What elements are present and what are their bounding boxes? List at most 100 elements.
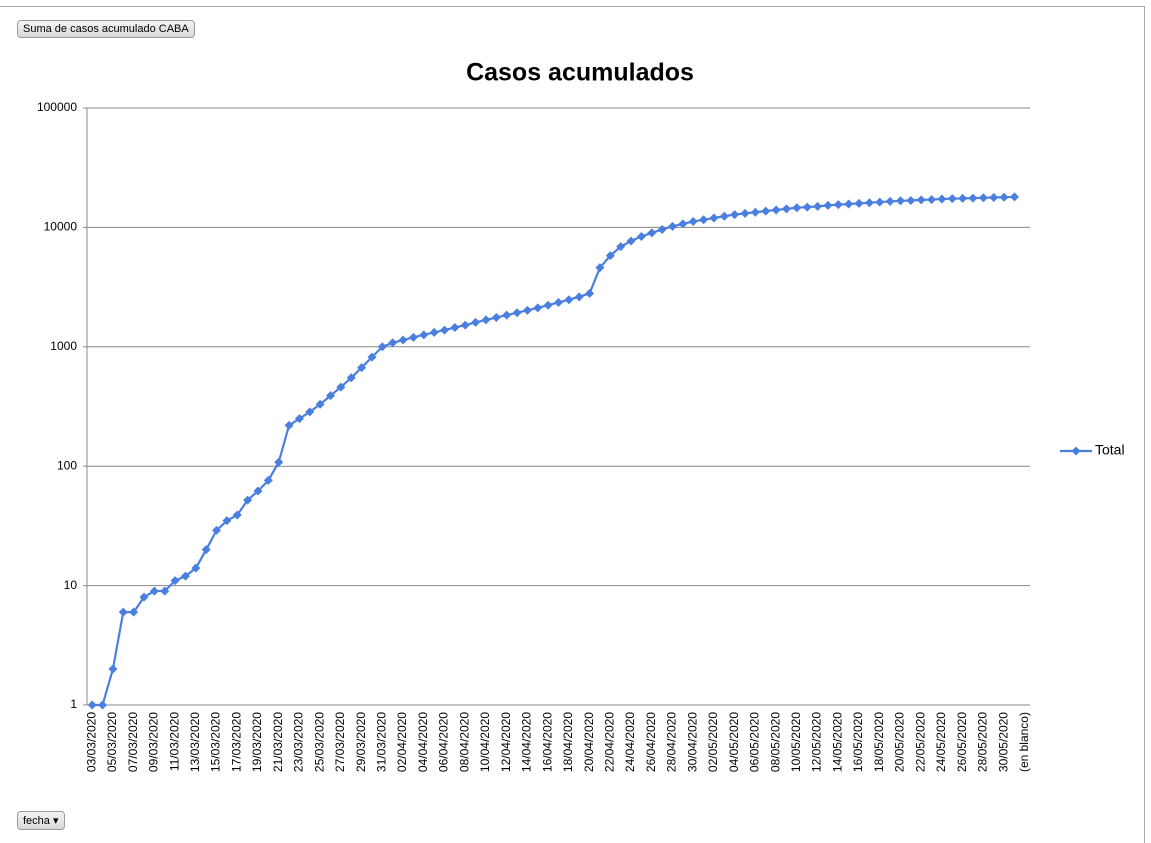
series-line (92, 195, 1015, 707)
y-tick-label: 10000 (44, 220, 78, 234)
point (854, 198, 864, 208)
point (191, 563, 201, 573)
point (844, 199, 854, 209)
point (781, 204, 791, 214)
y-tick-label: 1000 (50, 339, 77, 353)
legend-marker (1071, 446, 1081, 456)
x-tick-label: 28/05/2020 (976, 712, 990, 772)
point (813, 201, 823, 211)
point (730, 210, 740, 220)
point (222, 516, 232, 526)
x-tick-label: 27/03/2020 (333, 712, 347, 772)
point (636, 231, 646, 241)
field-button[interactable]: Suma de casos acumulado CABA (17, 20, 195, 38)
y-tick-label: 10 (64, 578, 78, 592)
point (170, 576, 180, 586)
point (999, 192, 1009, 202)
x-tick-label: 14/04/2020 (520, 712, 534, 772)
point (792, 203, 802, 213)
point (564, 295, 574, 305)
point (616, 242, 626, 252)
point (398, 335, 408, 345)
point (699, 215, 709, 225)
x-tick-label: 06/04/2020 (437, 712, 451, 772)
point (678, 219, 688, 229)
x-tick-label: 16/04/2020 (540, 712, 554, 772)
x-tick-label: 03/03/2020 (84, 712, 98, 772)
point (533, 303, 543, 313)
point (160, 586, 170, 596)
x-tick-label: 21/03/2020 (271, 712, 285, 772)
point (761, 206, 771, 216)
point (947, 194, 957, 204)
y-tick-label: 100000 (37, 100, 77, 114)
axis-button[interactable]: fecha ▾ (17, 811, 65, 830)
point (688, 217, 698, 227)
x-tick-label: 17/03/2020 (229, 712, 243, 772)
point (336, 382, 346, 392)
point (263, 475, 273, 485)
point (502, 310, 512, 320)
point (657, 225, 667, 235)
point (719, 211, 729, 221)
point (823, 200, 833, 210)
point (357, 363, 367, 373)
point (450, 323, 460, 333)
point (1009, 192, 1019, 202)
point (906, 195, 916, 205)
point (98, 700, 108, 710)
point (326, 391, 336, 401)
x-tick-label: 18/05/2020 (872, 712, 886, 772)
point (87, 700, 97, 710)
point (605, 251, 615, 261)
x-tick-label: 22/04/2020 (602, 712, 616, 772)
point (118, 607, 128, 617)
x-tick-label: 05/03/2020 (105, 712, 119, 772)
point (180, 571, 190, 581)
point (243, 495, 253, 505)
point (885, 196, 895, 206)
point (709, 213, 719, 223)
point (585, 288, 595, 298)
x-tick-label: 24/04/2020 (623, 712, 637, 772)
point (305, 407, 315, 417)
point (864, 198, 874, 208)
point (958, 193, 968, 203)
x-tick-label: 15/03/2020 (209, 712, 223, 772)
point (108, 664, 118, 674)
point (429, 327, 439, 337)
x-tick-label: 09/03/2020 (147, 712, 161, 772)
point (232, 510, 242, 520)
point (937, 194, 947, 204)
x-tick-label: 08/05/2020 (768, 712, 782, 772)
point (274, 457, 284, 467)
x-tick-label: 24/05/2020 (934, 712, 948, 772)
point (512, 308, 522, 318)
x-tick-label: 08/04/2020 (457, 712, 471, 772)
point (346, 373, 356, 383)
point (667, 221, 677, 231)
x-tick-label: 14/05/2020 (830, 712, 844, 772)
point (833, 200, 843, 210)
x-tick-label: 12/04/2020 (499, 712, 513, 772)
point (771, 205, 781, 215)
x-tick-label: 29/03/2020 (354, 712, 368, 772)
point (367, 352, 377, 362)
x-tick-label: 22/05/2020 (913, 712, 927, 772)
x-tick-label: 19/03/2020 (250, 712, 264, 772)
point (481, 315, 491, 325)
x-tick-label: 04/05/2020 (727, 712, 741, 772)
point (750, 207, 760, 217)
point (543, 300, 553, 310)
x-tick-label: 31/03/2020 (375, 712, 389, 772)
x-tick-label: 23/03/2020 (292, 712, 306, 772)
x-tick-label: 20/04/2020 (582, 712, 596, 772)
point (522, 305, 532, 315)
point (149, 586, 159, 596)
x-tick-label: 25/03/2020 (312, 712, 326, 772)
x-tick-label: 10/04/2020 (478, 712, 492, 772)
point (491, 312, 501, 322)
point (968, 193, 978, 203)
x-tick-label: 02/05/2020 (706, 712, 720, 772)
